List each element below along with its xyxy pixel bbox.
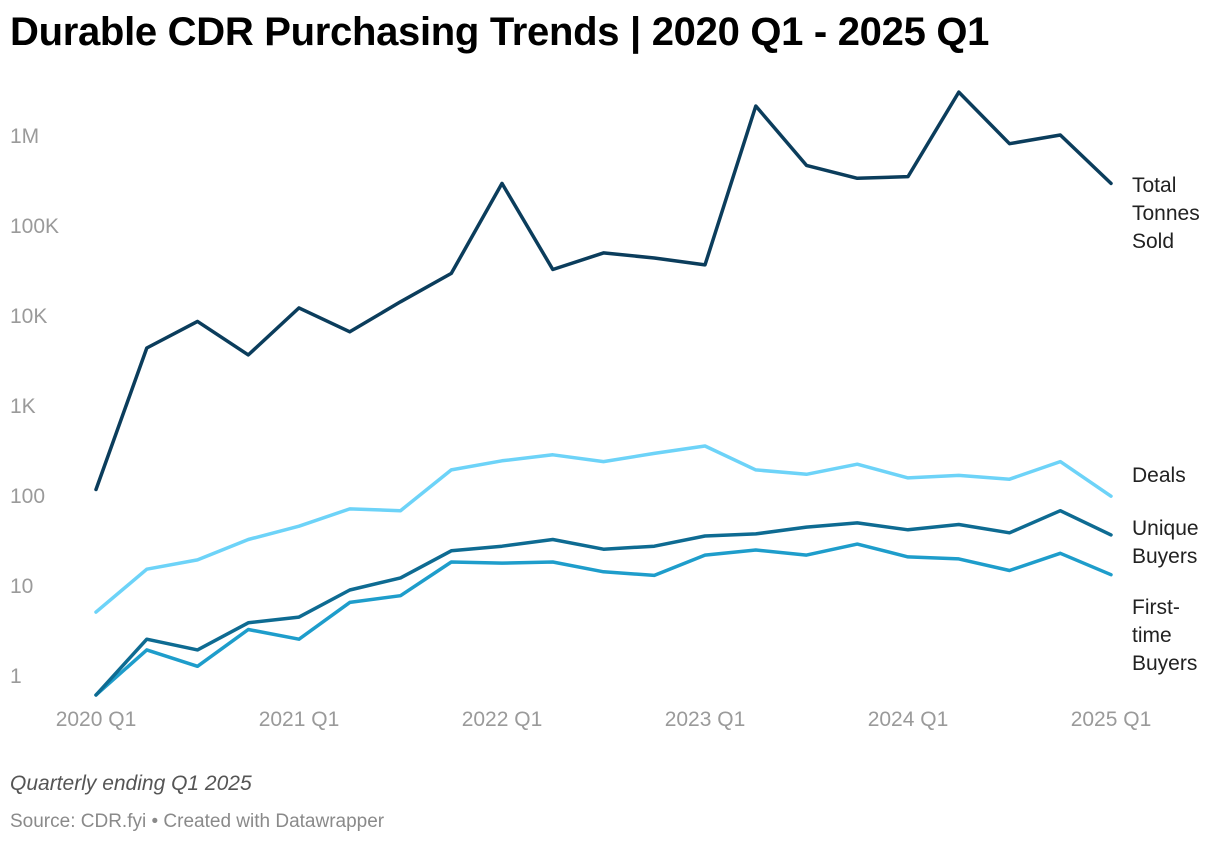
series-line-first-time-buyers	[94, 542, 1113, 697]
series-line-deals	[94, 444, 1113, 614]
y-tick-label: 1M	[10, 125, 39, 148]
series-line-total-tonnes-sold	[94, 90, 1113, 492]
x-axis: 2020 Q1 2021 Q1 2022 Q1 2023 Q1 2024 Q1 2025 …	[56, 708, 1152, 731]
y-tick-label: 10K	[10, 305, 47, 328]
y-axis: 1 10 100 1K 10K 100K 1M	[10, 125, 59, 688]
y-tick-label: 10	[10, 575, 33, 598]
series-line-unique-buyers	[94, 508, 1113, 697]
chart-source: Source: CDR.fyi • Created with Datawrapp…	[10, 811, 385, 832]
x-tick-label: 2021 Q1	[259, 708, 340, 731]
series-label: Total Tonnes Sold	[1132, 174, 1200, 253]
series-label: Deals	[1132, 464, 1186, 487]
x-tick-label: 2025 Q1	[1071, 708, 1152, 731]
x-tick-label: 2020 Q1	[56, 708, 137, 731]
x-tick-label: 2024 Q1	[868, 708, 949, 731]
series-label: First-time Buyers	[1132, 596, 1197, 675]
y-tick-label: 100	[10, 485, 45, 508]
x-tick-label: 2023 Q1	[665, 708, 746, 731]
chart-title: Durable CDR Purchasing Trends | 2020 Q1 …	[10, 10, 990, 54]
chart-subtitle: Quarterly ending Q1 2025	[10, 772, 252, 795]
y-tick-label: 1K	[10, 395, 36, 418]
series-label: Unique Buyers	[1132, 517, 1199, 568]
plot-area	[94, 90, 1113, 697]
series-labels: Total Tonnes Sold Deals Unique Buyers First-ti…	[1132, 174, 1200, 675]
y-tick-label: 1	[10, 665, 22, 688]
x-tick-label: 2022 Q1	[462, 708, 543, 731]
y-tick-label: 100K	[10, 215, 59, 238]
